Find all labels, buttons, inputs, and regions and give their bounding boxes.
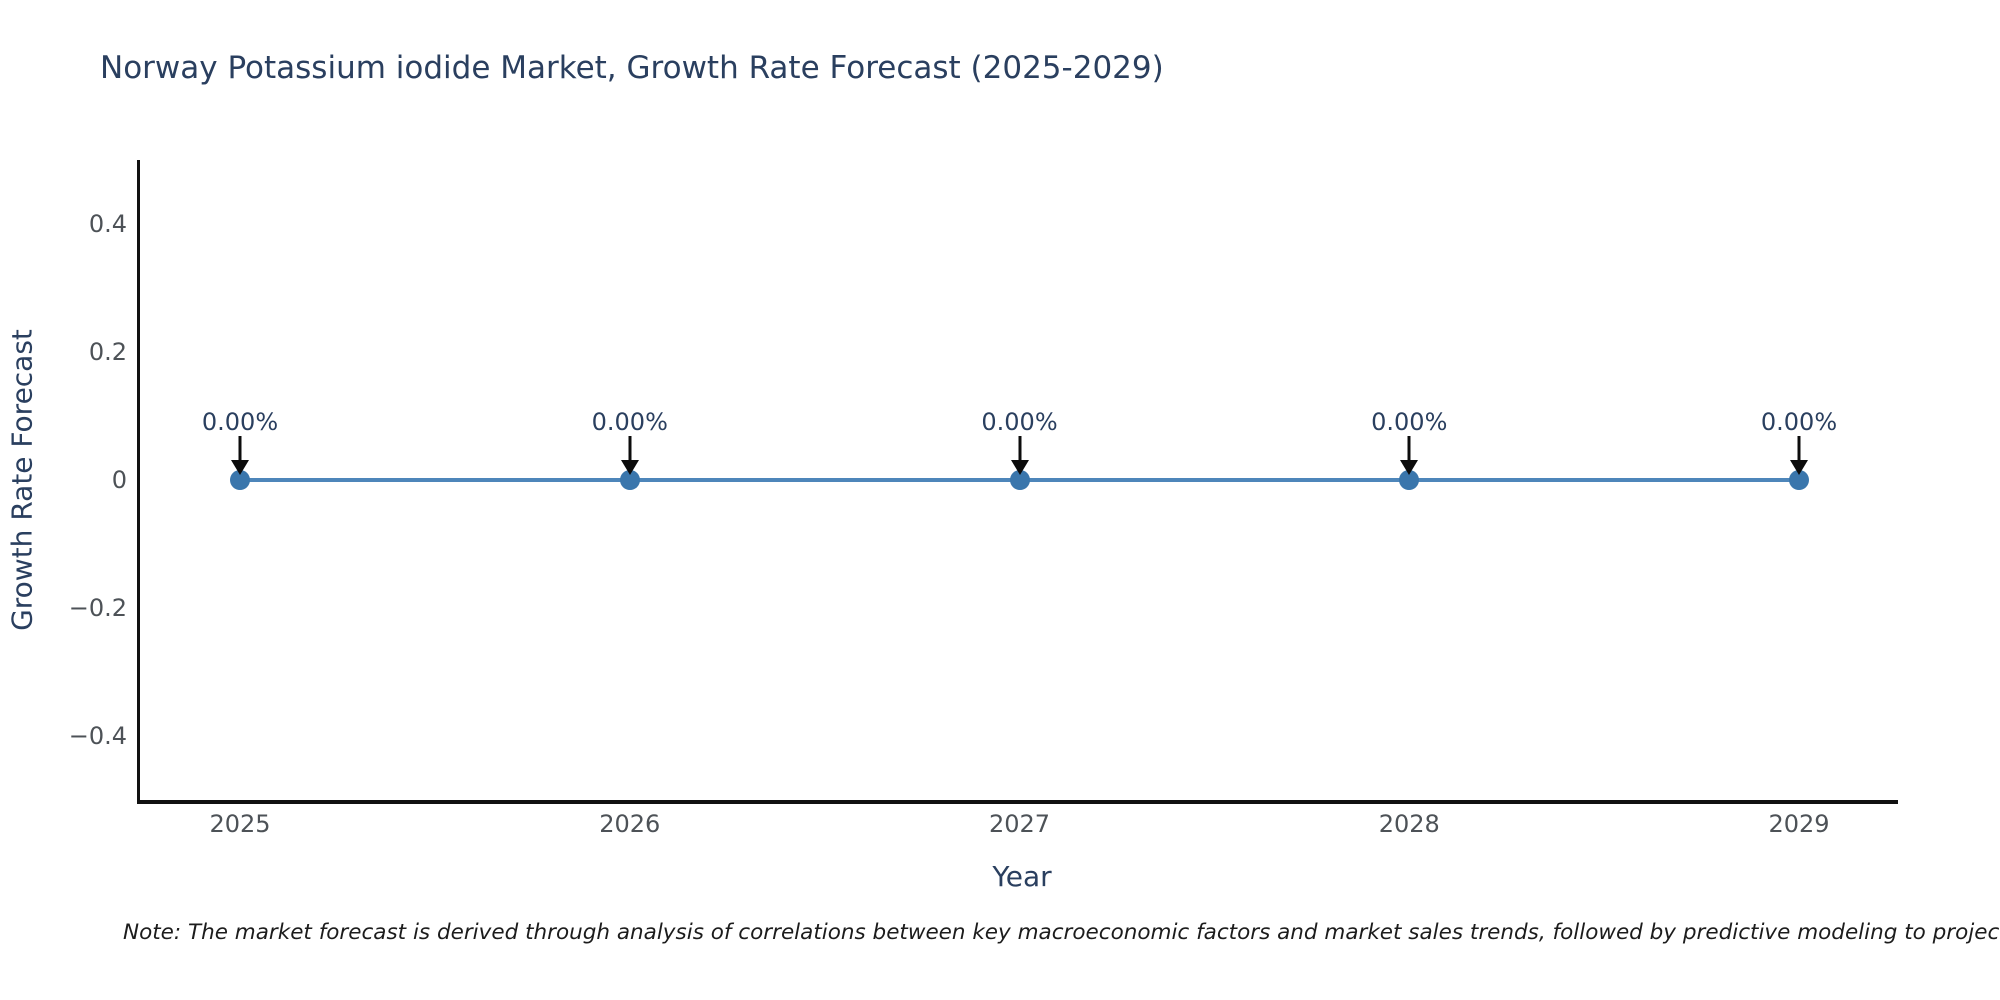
data-point-marker <box>1789 470 1809 490</box>
annotation-arrow-stem <box>1797 436 1801 468</box>
x-tick-label: 2027 <box>988 810 1051 838</box>
point-value-label: 0.00% <box>1760 408 1838 436</box>
x-axis-title: Year <box>992 860 1052 893</box>
y-tick-label: 0 <box>111 466 127 494</box>
data-point-marker <box>1009 470 1030 490</box>
y-tick-label: 0.4 <box>88 210 127 238</box>
point-value-label: 0.00% <box>981 408 1058 436</box>
annotation-arrow-head-icon <box>1790 460 1808 475</box>
y-axis-title: Growth Rate Forecast <box>5 329 39 631</box>
annotation-arrow-stem <box>1018 436 1021 468</box>
data-point-marker <box>230 470 250 490</box>
annotation-arrow-stem <box>1407 436 1411 468</box>
y-tick-label: −0.4 <box>68 722 127 750</box>
annotation-arrow-head-icon <box>1010 460 1029 475</box>
annotation-arrow-head-icon <box>231 460 249 475</box>
x-tick-label: 2026 <box>599 810 661 838</box>
x-axis-line <box>137 800 1898 804</box>
footer-note: Note: The market forecast is derived thr… <box>123 920 2000 945</box>
chart-title: Norway Potassium iodide Market, Growth R… <box>100 50 1164 86</box>
y-tick-label: 0.2 <box>88 338 127 366</box>
x-tick-label: 2025 <box>209 810 271 838</box>
annotation-arrow-stem <box>238 436 242 468</box>
y-tick-label: −0.2 <box>68 594 127 622</box>
point-value-label: 0.00% <box>591 408 668 436</box>
point-value-label: 0.00% <box>1371 408 1448 436</box>
point-value-label: 0.00% <box>201 408 279 436</box>
data-point-marker <box>619 470 640 490</box>
annotation-arrow-stem <box>628 436 632 468</box>
annotation-arrow-head-icon <box>620 460 639 475</box>
y-axis-line <box>137 160 140 803</box>
data-point-marker <box>1399 470 1420 490</box>
annotation-arrow-head-icon <box>1400 460 1419 475</box>
x-tick-label: 2029 <box>1768 810 1830 838</box>
x-tick-label: 2028 <box>1378 810 1440 838</box>
